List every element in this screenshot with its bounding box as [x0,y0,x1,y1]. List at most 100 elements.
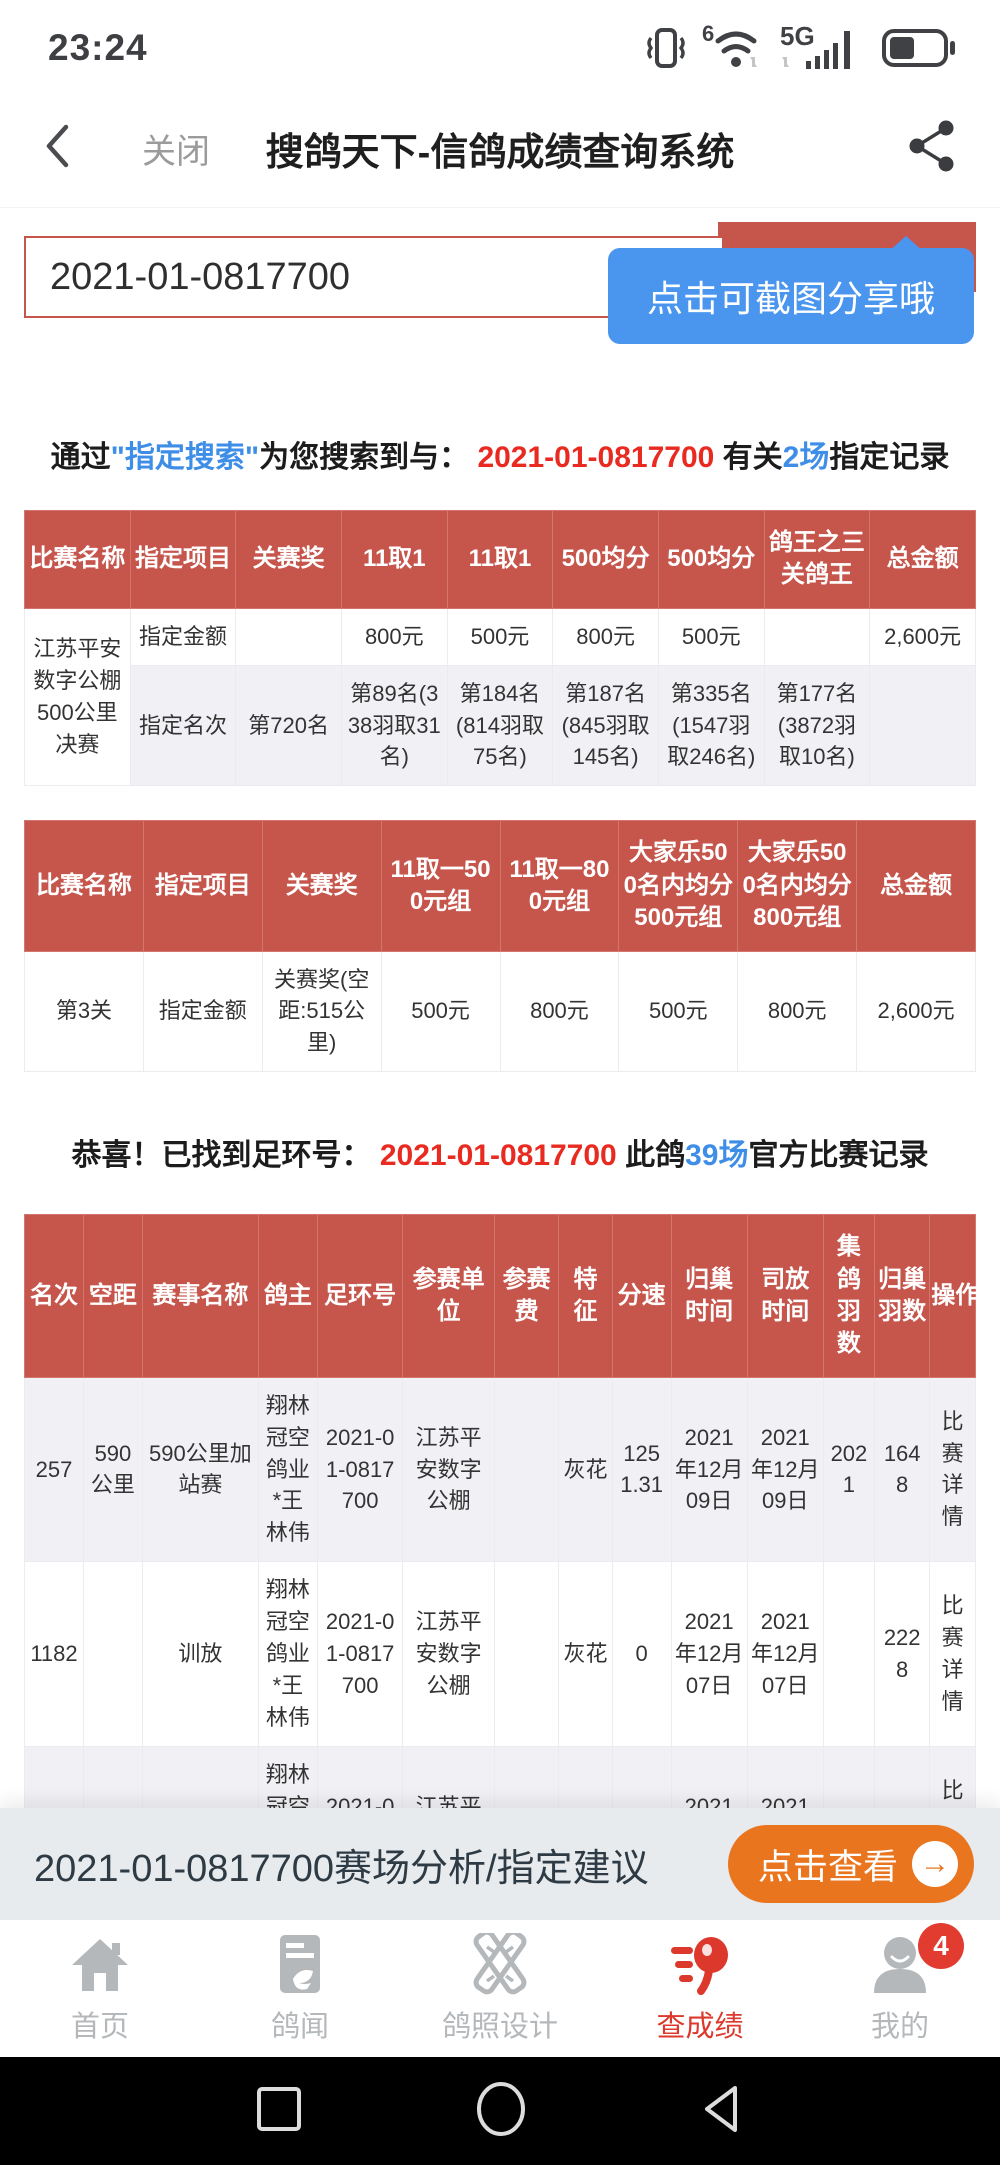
design-ruler-icon [467,1932,533,1995]
column-header: 特征 [558,1214,613,1378]
back-triangle-icon[interactable] [697,2082,747,2141]
designation-table-finale: 比赛名称 指定项目 关赛奖 11取1 11取1 500均分 500均分 鸽王之三关鸽王 总金额 … [24,510,976,787]
close-button[interactable]: 关闭 [142,133,210,171]
share-tooltip[interactable]: 点击可截图分享哦 [608,236,974,344]
nav-item-photo-design[interactable]: 鸽照设计 [400,1920,600,2057]
nav-label: 鸽照设计 [441,2010,558,2043]
table-cell: 关赛奖(空距:515公里) [261,950,382,1073]
table-cell: 500元 [618,950,739,1073]
table-cell: 2021年12月07日 [670,1561,748,1747]
table-cell: 2021年12月09日 [746,1376,824,1563]
table-cell: 500元 [657,607,765,666]
table-cell: 翔林冠空鸽业*王林伟 [257,1561,318,1747]
table-cell: 1182 [24,1561,84,1747]
column-header: 11取1 [340,510,448,609]
share-icon[interactable] [906,118,958,179]
table-cell: 第335名(1547羽取246名) [657,664,765,787]
cellular-5g-icon: 5G [780,23,866,73]
table-cell: 第184名(814羽取75名) [446,664,554,787]
nav-item-profile[interactable]: 4 我的 [800,1920,1000,2057]
vibrate-icon [646,24,686,72]
table-cell: 590公里 [82,1376,143,1563]
column-header: 指定项目 [142,820,263,952]
notification-badge: 4 [918,1922,964,1969]
table-cell [493,1561,560,1747]
analysis-banner-text: 2021-01-0817700赛场分析/指定建议 [34,1847,649,1890]
column-header: 11取一800元组 [499,820,620,952]
search-section: 点击可截图分享哦 [24,222,976,392]
column-header: 关赛奖 [235,510,342,609]
congrats-text: 官方比赛记录 [748,1139,929,1173]
nav-label: 鸽闻 [270,2010,329,2043]
column-header: 司放时间 [746,1214,824,1378]
column-header: 足环号 [316,1214,404,1378]
back-icon[interactable] [42,121,72,176]
column-header: 空距 [82,1214,143,1378]
table-cell: 训放 [141,1561,259,1747]
nav-item-results[interactable]: 查成绩 [600,1920,800,2057]
network-type-glyph: 5G [780,23,815,51]
table-cell [82,1561,143,1747]
table-cell: 1251.31 [611,1376,672,1563]
android-nav-bar [0,2057,1000,2165]
profile-icon: 4 [870,1922,964,1995]
race-detail-link[interactable]: 比赛详情 [929,1376,976,1563]
table-cell: 2,600元 [869,607,976,666]
nav-item-news[interactable]: 鸽闻 [200,1920,400,2057]
view-analysis-button[interactable]: 点击查看 → [727,1825,974,1903]
table-cell: 2021-01-0817700 [316,1376,404,1563]
column-header: 比赛名称 [24,510,131,609]
table-cell: 江苏平安数字公棚 [402,1561,495,1747]
table-cell: 590公里加站赛 [141,1376,259,1563]
designated-search-link[interactable]: "指定搜索" [110,441,260,474]
table-row: 江苏平安数字公棚500公里决赛 指定金额 800元 500元 800元 500元 2,600… [24,607,976,787]
column-header: 大家乐500名内均分500元组 [618,820,739,952]
table-cell: 2021年12月07日 [746,1561,824,1747]
table-cell [763,607,871,666]
column-header: 名次 [24,1214,84,1378]
recents-icon[interactable] [253,2083,305,2140]
race-name-cell: 江苏平安数字公棚500公里决赛 [24,607,131,787]
home-circle-icon[interactable] [473,2081,529,2142]
designation-table-stage3: 比赛名称 指定项目 关赛奖 11取一500元组 11取一800元组 大家乐500名内均分5… [24,820,976,1073]
table-row: 1182 训放 翔林冠空鸽业*王林伟 2021-01-0817700 江苏平安数字公棚灰… [24,1561,976,1747]
nav-label: 首页 [70,2010,129,2043]
found-text: 为您搜索到与： [259,441,478,474]
search-results-icon [667,1933,733,1995]
table-cell [869,664,976,787]
table-cell [822,1561,876,1747]
column-header: 比赛名称 [24,820,144,952]
table-cell: 第187名(845羽取145名) [552,664,659,787]
table-row: 第3关 指定金额 关赛奖(空距:515公里) 500元 800元 500元 800元 2,60… [24,950,976,1073]
share-tooltip-label: 点击可截图分享哦 [646,278,935,319]
table-cell: 灰花 [558,1376,613,1563]
table-cell [493,1376,560,1563]
column-header: 鸽王之三关鸽王 [763,510,871,609]
ring-number-input[interactable] [24,236,724,318]
congrats-text: 此鸽 [616,1139,686,1173]
race-detail-link[interactable]: 比赛详情 [929,1561,976,1747]
column-header: 归巢时间 [670,1214,748,1378]
found-text: 指定记录 [829,441,950,474]
column-header: 500均分 [657,510,765,609]
column-header: 集鸽羽数 [822,1214,876,1378]
clock-text: 23:24 [48,27,148,68]
column-header: 11取一500元组 [380,820,501,952]
table-cell: 翔林冠空鸽业*王林伟 [257,1376,318,1563]
table-cell: 500元 [446,607,554,666]
home-icon [68,1933,132,1995]
app-bar: 关闭 搜鸽天下-信鸽成绩查询系统 [0,90,1000,208]
table-cell: 第89名(338羽取31名) [340,664,448,787]
column-header: 总金额 [869,510,976,609]
found-text: 有关 [714,441,783,474]
column-header: 总金额 [856,820,976,952]
column-header: 参赛单位 [402,1214,495,1378]
nav-label: 查成绩 [656,2010,744,2043]
table-cell: 800元 [340,607,448,666]
race-count-text: 39场 [685,1139,749,1173]
record-count-text: 2场 [782,441,830,474]
nav-item-home[interactable]: 首页 [0,1920,200,2057]
column-header: 分速 [611,1214,672,1378]
status-icons: 6 5G [646,23,956,73]
